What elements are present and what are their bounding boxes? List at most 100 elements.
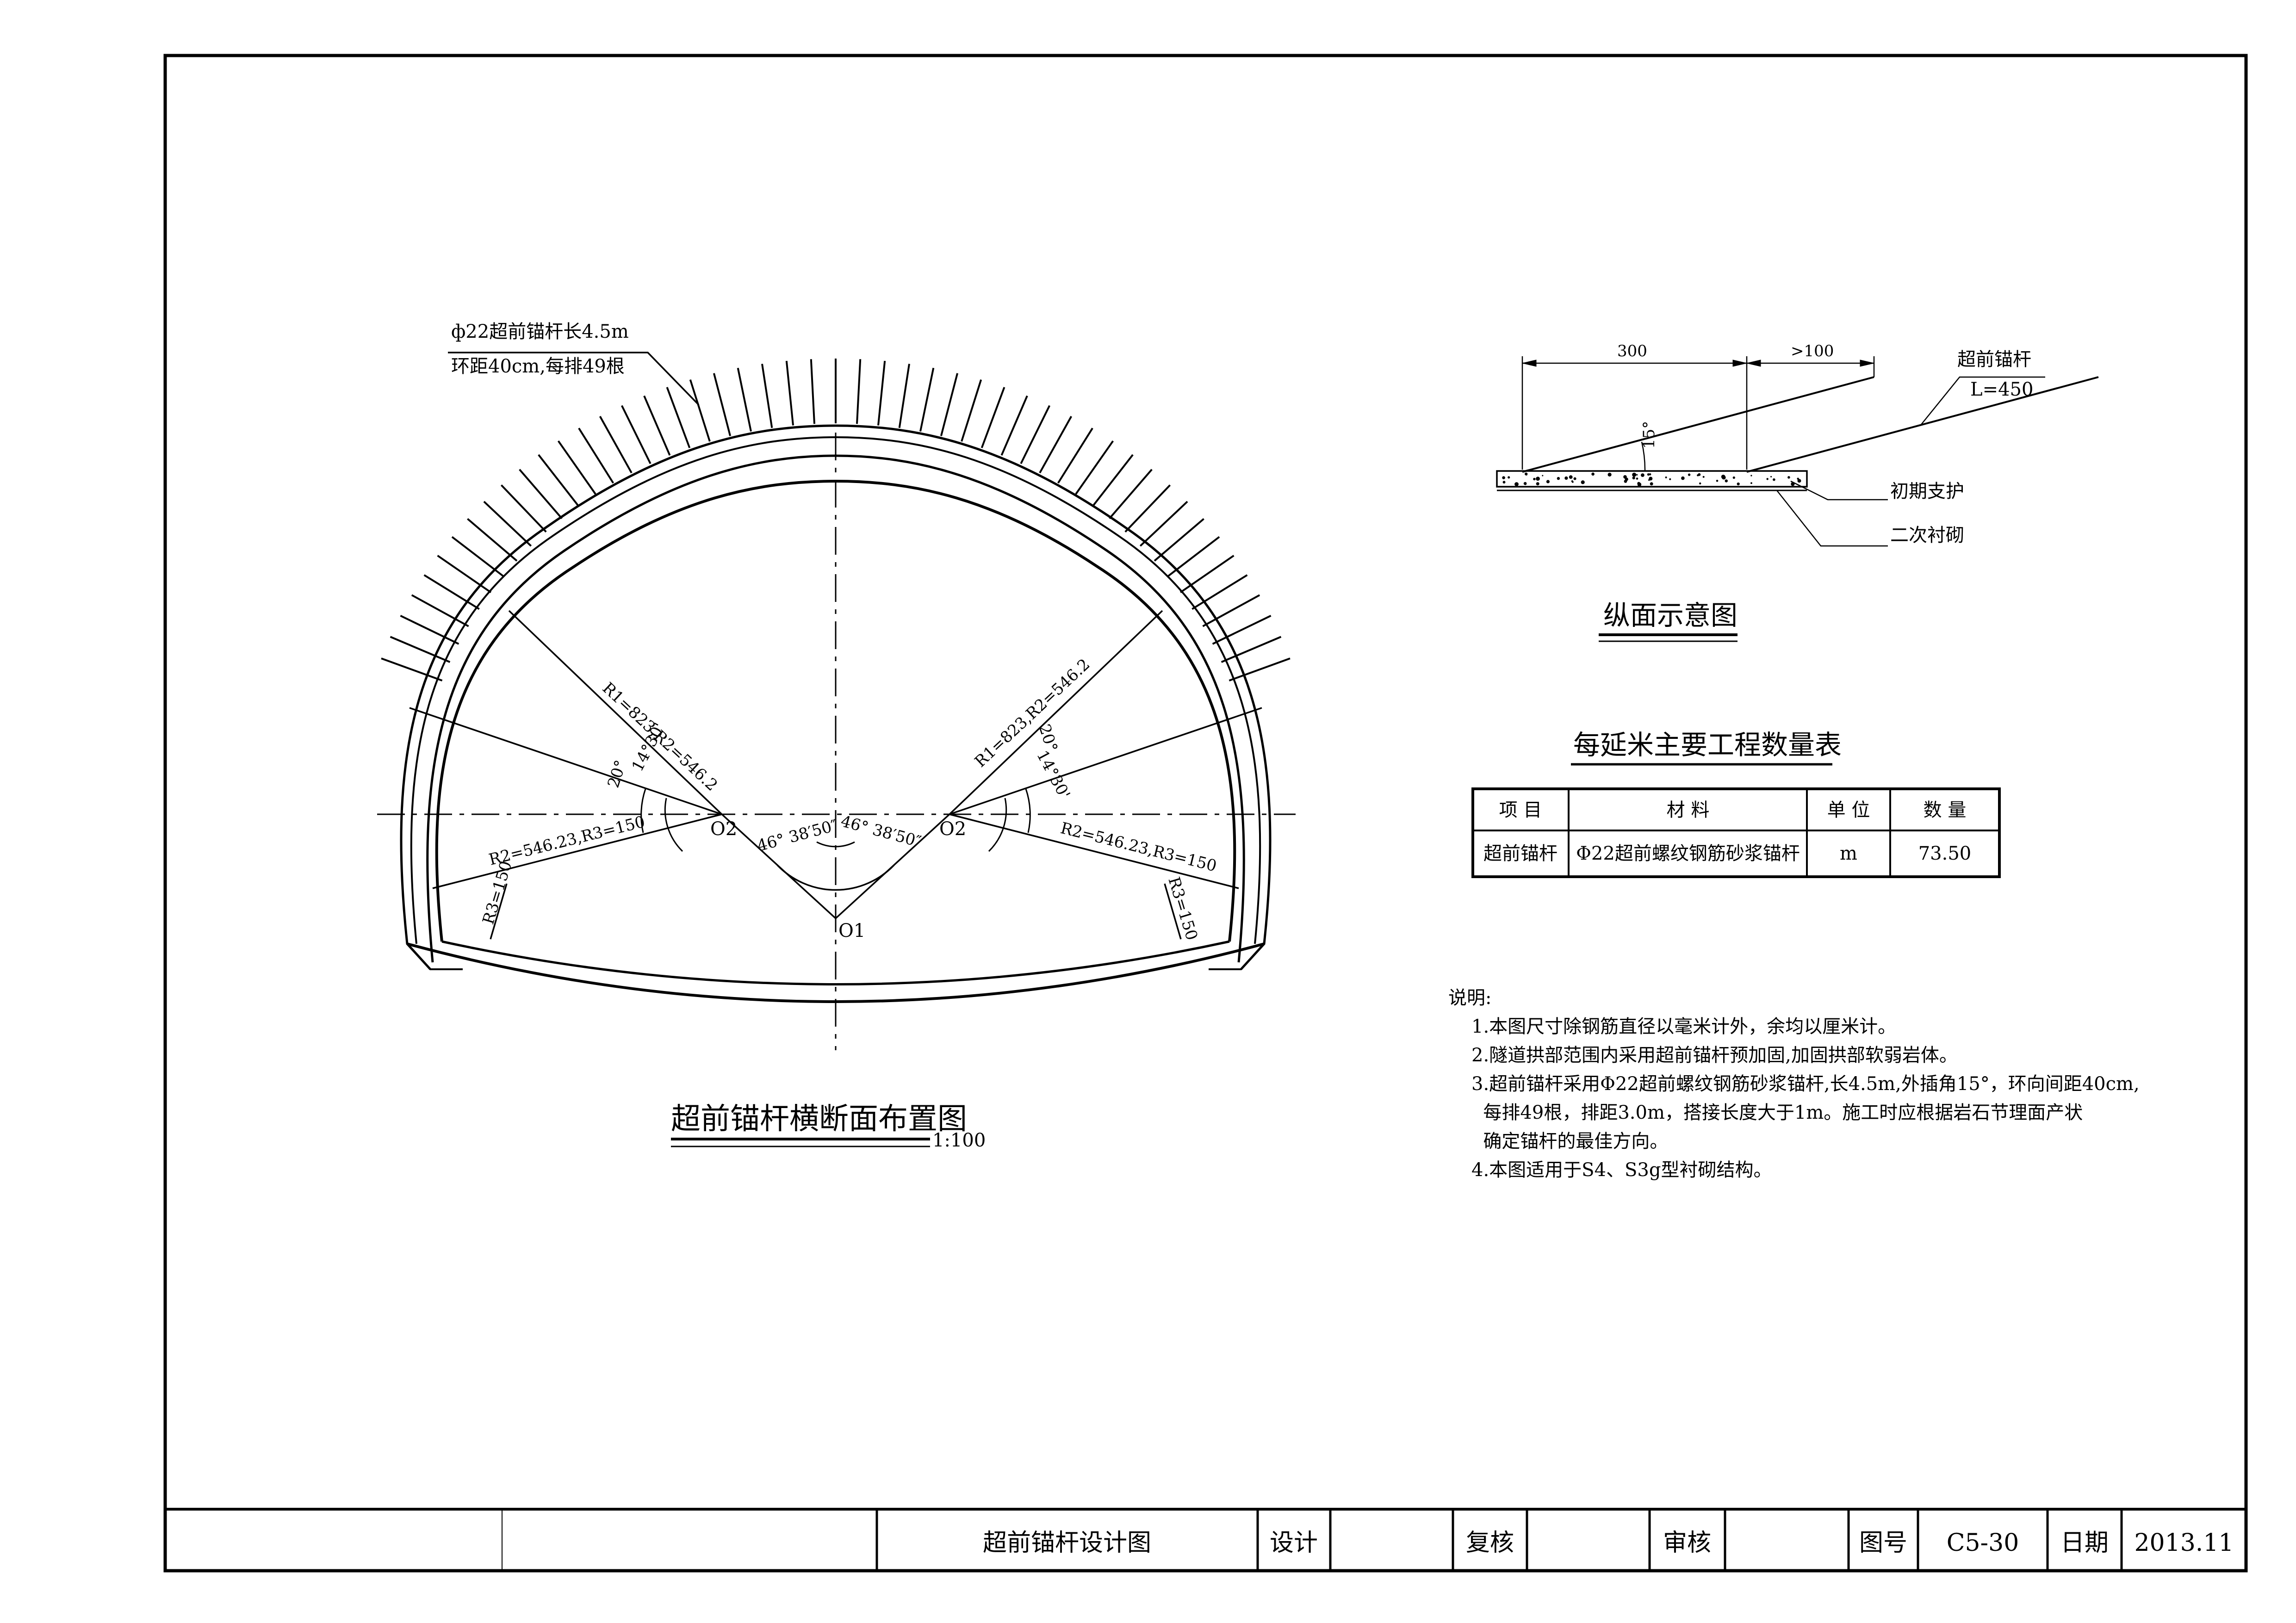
anchor-rod — [621, 405, 652, 464]
aggregate-dot — [1524, 483, 1527, 485]
quantity-table — [1471, 787, 2001, 878]
aggregate-dot — [1569, 475, 1573, 479]
anchor-rod — [1124, 484, 1171, 533]
anchor-rod — [666, 387, 691, 448]
profile-angle-label: 15° — [1640, 421, 1658, 449]
cross-section-title: 超前锚杆横断面布置图 — [671, 1102, 967, 1136]
aggregate-dot — [1669, 478, 1671, 480]
profile-anchor-2 — [1746, 376, 2099, 473]
right-r3-line — [1164, 883, 1182, 940]
anchor-rod — [411, 594, 469, 627]
anchor-rod — [919, 367, 935, 432]
table-header-item: 项 目 — [1499, 799, 1542, 821]
anchor-rod — [689, 379, 711, 442]
anchor-rod — [578, 427, 614, 484]
aggregate-dot — [1525, 473, 1527, 476]
aggregate-dot — [1702, 476, 1705, 478]
aggregate-dot — [1650, 482, 1653, 486]
anchor-rod — [961, 379, 982, 442]
anchor-rod — [1020, 405, 1050, 464]
aggregate-dot — [1536, 477, 1540, 481]
anchor-rod — [1154, 518, 1204, 562]
left-footing — [406, 943, 463, 970]
left-r1-line — [508, 610, 723, 815]
left-center-angle: 46° 38′50″ — [755, 816, 839, 855]
anchor-rod — [1212, 614, 1272, 645]
aggregate-dot — [1607, 472, 1612, 477]
anchor-rod — [1000, 395, 1028, 456]
anchor-rod — [785, 360, 794, 426]
left-angle-arc-o2b — [640, 788, 646, 833]
left-angle-arc-o2 — [664, 798, 683, 852]
aggregate-dot — [1581, 480, 1585, 484]
date-value: 2013.11 — [2134, 1529, 2234, 1557]
table-cell-item: 超前锚杆 — [1483, 843, 1558, 864]
aggregate-dot — [1536, 482, 1539, 486]
aggregate-dot — [1557, 477, 1560, 480]
anchor-rod — [877, 360, 886, 426]
right-footing — [1209, 943, 1265, 970]
aggregate-dot — [1716, 480, 1719, 482]
quantity-table-title: 每延米主要工程数量表 — [1573, 729, 1842, 761]
table-header-quantity: 数 量 — [1924, 799, 1967, 821]
aggregate-dot — [1787, 476, 1790, 479]
note-line-5: 确定锚杆的最佳方向。 — [1471, 1131, 1668, 1152]
aggregate-dot — [1533, 477, 1536, 481]
anchor-rod — [390, 636, 451, 663]
anchor-rod — [713, 373, 732, 436]
note-line-6: 4.本图适用于S4、S3g型衬砌结构。 — [1471, 1159, 1772, 1181]
aggregate-dot — [1649, 477, 1653, 481]
outer-lining-outline — [400, 424, 1272, 970]
table-cell-unit: m — [1840, 843, 1857, 864]
aggregate-dot — [1722, 475, 1726, 480]
anchor-rod — [1057, 427, 1093, 484]
aggregate-dot — [1636, 474, 1638, 476]
anchor-rod — [856, 359, 862, 424]
anchor-rod — [538, 454, 579, 507]
tunnel-cross-section — [377, 352, 1296, 1050]
aggregate-dot — [1750, 475, 1752, 477]
concrete-aggregate — [1502, 472, 1801, 487]
anchor-rod — [737, 367, 752, 432]
right-o2-label: O2 — [939, 818, 966, 840]
drawing-no-label: 图号 — [1859, 1529, 1907, 1557]
right-radius-label: R1=823,R2=546.2 — [971, 655, 1094, 771]
aggregate-dot — [1637, 483, 1642, 487]
profile-initial-label: 初期支护 — [1890, 481, 1964, 502]
right-angle-arc-o2 — [988, 798, 1007, 852]
right-angle-arc-o2b — [1025, 788, 1031, 833]
anchor-rod — [643, 395, 671, 456]
aggregate-dot — [1502, 476, 1505, 479]
anchor-rod — [1039, 415, 1073, 474]
anchor-label-line2: 环距40cm,每排49根 — [451, 356, 625, 377]
anchor-rod — [437, 555, 492, 594]
drawing-name: 超前锚杆设计图 — [983, 1529, 1151, 1557]
note-line-2: 2.隧道拱部范围内采用超前锚杆预加固,加固拱部软弱岩体。 — [1471, 1045, 1958, 1066]
title-block — [165, 1508, 2246, 1571]
aggregate-dot — [1546, 480, 1550, 483]
initial-support-leader — [1790, 480, 1888, 501]
center-angle-arc — [776, 864, 895, 891]
table-cell-quantity: 73.50 — [1918, 843, 1972, 864]
profile-title: 纵面示意图 — [1603, 600, 1738, 631]
o1-label: O1 — [838, 920, 865, 942]
anchor-rod — [1202, 594, 1260, 627]
left-o2-label: O2 — [710, 818, 737, 840]
anchor-rod — [980, 387, 1005, 448]
table-cell-material: Φ22超前螺纹钢筋砂浆锚杆 — [1576, 843, 1800, 864]
left-r3-label: R3=150 — [479, 859, 515, 926]
left-r2-line — [432, 813, 722, 889]
aggregate-dot — [1508, 476, 1510, 479]
aggregate-dot — [1791, 482, 1795, 486]
dim-arrow-2a — [1732, 359, 1747, 367]
dim-arrow-3 — [1860, 359, 1874, 367]
aggregate-dot — [1750, 482, 1752, 484]
right-20deg-line — [949, 707, 1262, 815]
aggregate-dot — [1632, 472, 1637, 477]
profile-dim-100: >100 — [1791, 342, 1834, 360]
aggregate-dot — [1697, 474, 1699, 477]
left-r3-line — [490, 883, 508, 940]
anchor-rod — [381, 657, 443, 681]
aggregate-dot — [1542, 475, 1544, 477]
